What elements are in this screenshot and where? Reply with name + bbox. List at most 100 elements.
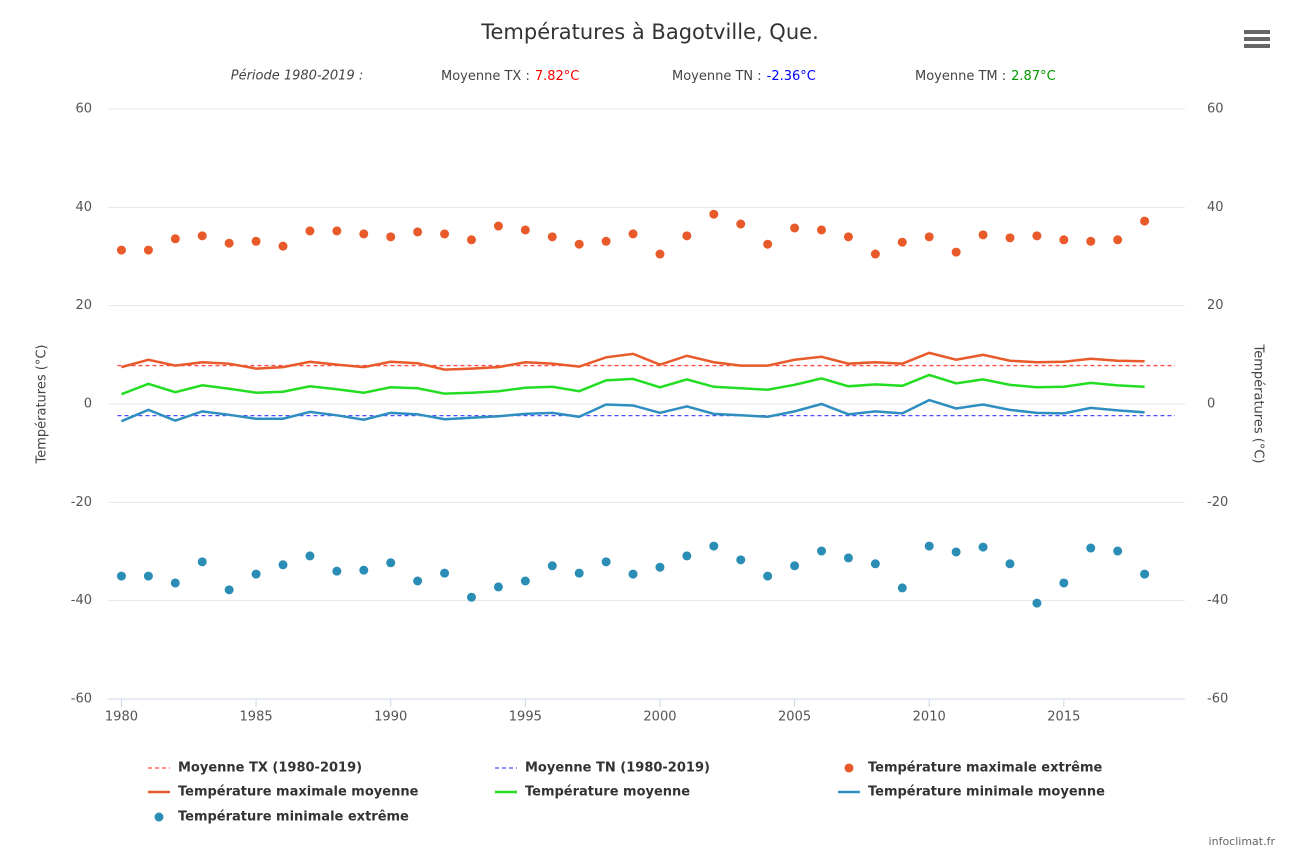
point (1032, 231, 1042, 241)
point (116, 571, 126, 581)
point (924, 232, 934, 242)
y-tick-label: 40 (75, 200, 92, 215)
menu-button[interactable] (1244, 30, 1270, 48)
legend-item: Moyenne TX (1980-2019) (148, 761, 362, 776)
point (870, 559, 880, 569)
point (1113, 235, 1123, 245)
y-tick-label: -60 (71, 692, 92, 707)
summary: Moyenne TX : 7.82°C (441, 69, 579, 84)
point (870, 249, 880, 259)
legend-item: Moyenne TN (1980-2019) (495, 761, 710, 776)
y2-tick-label: -60 (1207, 692, 1228, 707)
point (197, 557, 207, 567)
y2-tick-label: -20 (1207, 495, 1228, 510)
point (332, 226, 342, 236)
legend-symbol (844, 763, 854, 773)
summary-value: 2.87°C (1011, 69, 1056, 84)
point (978, 230, 988, 240)
point (547, 232, 557, 242)
menu-bar[interactable] (1244, 44, 1270, 48)
series-line (120, 398, 1145, 423)
x-tick-label: 2010 (913, 710, 946, 725)
point (520, 576, 530, 586)
legend-item: Température minimale extrême (154, 810, 409, 825)
point (547, 561, 557, 571)
point (143, 571, 153, 581)
point (709, 541, 719, 551)
point (978, 542, 988, 552)
point (386, 232, 396, 242)
point (170, 578, 180, 588)
point (897, 583, 907, 593)
point (520, 225, 530, 235)
point (359, 565, 369, 575)
y-tick-label: -40 (71, 593, 92, 608)
point (1140, 569, 1150, 579)
point (1086, 236, 1096, 246)
series-line (121, 351, 1145, 371)
point (924, 541, 934, 551)
menu-bar[interactable] (1244, 37, 1270, 41)
period: Période 1980-2019 : (231, 69, 364, 84)
point (332, 566, 342, 576)
x-tick-label: 1995 (509, 710, 542, 725)
summary-value: 7.82°C (535, 69, 580, 84)
point (116, 245, 126, 255)
point (601, 557, 611, 567)
point (493, 221, 503, 231)
point (278, 560, 288, 570)
y2-tick-label: 20 (1207, 298, 1224, 313)
chart-title: Températures à Bagotville, Que. (480, 20, 819, 44)
summary-label: Moyenne TN : (672, 69, 762, 84)
legend-item: Température maximale moyenne (148, 785, 419, 800)
point (1005, 233, 1015, 243)
point (224, 585, 234, 595)
point (466, 592, 476, 602)
point (574, 568, 584, 578)
point (736, 219, 746, 229)
point (682, 551, 692, 561)
point (440, 229, 450, 239)
legend-label: Température moyenne (525, 785, 690, 800)
summary-label: Moyenne TM : (915, 69, 1006, 84)
point (1032, 598, 1042, 608)
point (574, 239, 584, 249)
legend-label: Moyenne TX (1980-2019) (178, 761, 362, 776)
x-tick-label: 1990 (374, 710, 407, 725)
point (736, 555, 746, 565)
point (305, 226, 315, 236)
x-tick-label: 1980 (105, 710, 138, 725)
point (951, 247, 961, 257)
point (709, 209, 719, 219)
point (440, 568, 450, 578)
y2-tick-label: -40 (1207, 593, 1228, 608)
point (843, 232, 853, 242)
menu-bar[interactable] (1244, 30, 1270, 34)
legend-symbol (154, 812, 164, 822)
point (1086, 543, 1096, 553)
point (843, 553, 853, 563)
point (466, 235, 476, 245)
point (305, 551, 315, 561)
x-tick-label: 2000 (643, 710, 676, 725)
point (251, 569, 261, 579)
y-tick-label: 60 (75, 102, 92, 117)
legend-item: Température maximale extrême (844, 761, 1103, 776)
point (817, 546, 827, 556)
point (1113, 546, 1123, 556)
x-tick-label: 2005 (778, 710, 811, 725)
point (628, 569, 638, 579)
point (763, 239, 773, 249)
y2-axis-title: Températures (°C) (1251, 344, 1266, 464)
legend-label: Température minimale extrême (178, 810, 409, 825)
point (251, 236, 261, 246)
point (655, 249, 665, 259)
legend-label: Température maximale extrême (868, 761, 1103, 776)
point (1059, 235, 1069, 245)
credits: infoclimat.fr (1209, 835, 1276, 848)
x-tick-label: 1985 (240, 710, 273, 725)
point (1005, 559, 1015, 569)
legend-label: Température maximale moyenne (178, 785, 419, 800)
